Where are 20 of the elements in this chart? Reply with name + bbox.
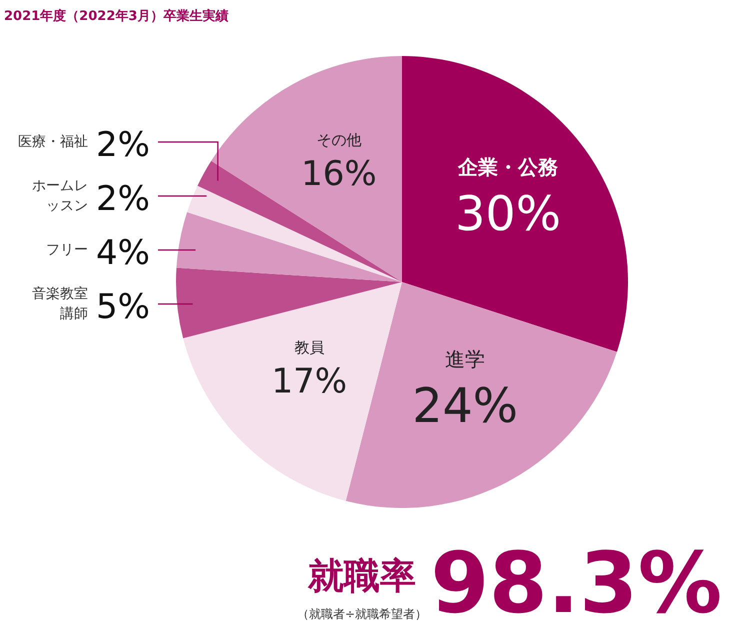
slice-label: その他 — [316, 131, 362, 150]
data-label: 2% — [96, 125, 150, 165]
data-label: 5% — [96, 287, 150, 327]
slice-label: フリー — [46, 242, 88, 258]
data-label: 4% — [96, 233, 150, 273]
data-label: 2% — [96, 179, 150, 219]
slice-label: 企業・公務 — [457, 155, 558, 180]
data-label: 24% — [412, 379, 518, 434]
data-label: 30% — [455, 187, 561, 242]
text: 就職率 — [307, 556, 416, 597]
slice-label: 進学 — [445, 347, 486, 372]
slice-label: 教員 — [294, 338, 324, 357]
text: （就職者÷就職希望者） — [296, 607, 428, 621]
slice-label: 音楽教室講師 — [32, 286, 88, 322]
data-label: 17% — [272, 362, 348, 402]
slice-label: 医療・福祉 — [18, 134, 88, 150]
data-label: 16% — [301, 154, 377, 194]
text: 98.3% — [430, 534, 722, 630]
chart-title: 2021年度（2022年3月）卒業生実績 — [4, 8, 228, 24]
slice-label: ホームレッスン — [32, 178, 88, 214]
